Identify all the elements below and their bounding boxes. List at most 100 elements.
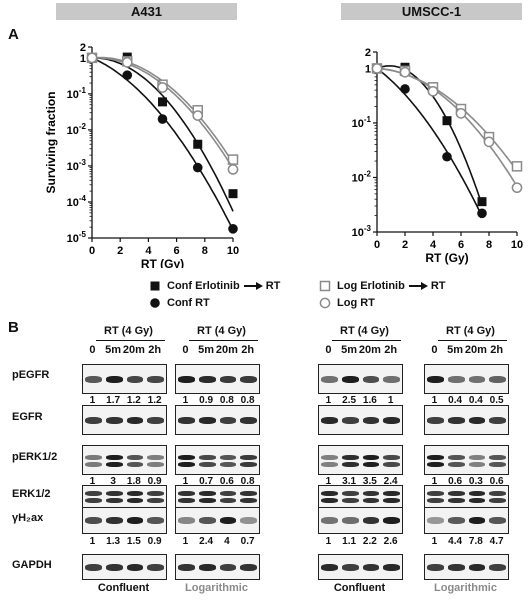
band: [362, 454, 380, 460]
time-point-label: 2h: [490, 344, 504, 356]
quantification-value: 1.2: [147, 395, 162, 406]
quantification-value: 0.9: [199, 395, 214, 406]
band: [105, 461, 123, 467]
data-point: [157, 82, 168, 93]
blot-row-label-h2ax: γH₂ax: [12, 512, 44, 524]
quantification-value: 0.9: [147, 476, 162, 487]
time-point-label: 0: [431, 344, 438, 356]
blot-row-label-egfr: EGFR: [12, 411, 43, 423]
survival-chart-umscc1: 2 1 10-1 10-2 10-30 2 4 6 8 10 RT (Gy): [352, 47, 524, 265]
quantification-value: 2.4: [199, 536, 214, 547]
band: [219, 563, 237, 571]
fit-curve: [91, 56, 234, 164]
band: [85, 454, 102, 460]
blot-strip-gapdh: [424, 554, 509, 580]
data-point: [477, 208, 487, 219]
band: [85, 491, 102, 496]
band: [489, 517, 506, 524]
y-tick-label: 10-5: [67, 230, 87, 245]
blot-strip-perk1-2: [82, 445, 167, 475]
y-tick-label: 10-3: [352, 224, 372, 239]
quantification-value: 0.6: [448, 476, 463, 487]
blot-strip-h2ax: [424, 507, 509, 534]
band: [219, 375, 237, 383]
band: [85, 517, 102, 524]
quantification-value: 3.5: [362, 476, 377, 487]
treatment-bracket-line: [189, 340, 258, 341]
band: [147, 454, 164, 460]
quantification-value: 1: [89, 536, 96, 547]
band: [489, 491, 506, 496]
time-point-label: 2h: [241, 344, 255, 356]
band: [321, 454, 338, 460]
band: [240, 416, 257, 424]
band: [362, 416, 380, 424]
band: [240, 563, 257, 571]
time-point-label: 2h: [148, 344, 162, 356]
band: [489, 498, 506, 503]
band: [105, 454, 123, 460]
time-point-label: 0: [325, 344, 332, 356]
fit-curve: [376, 67, 483, 217]
band: [219, 498, 237, 503]
band: [341, 461, 359, 467]
y-tick-label: 10-4: [67, 194, 87, 209]
quantification-value: 2.5: [342, 395, 357, 406]
data-point: [442, 116, 452, 126]
time-point-label: 5m: [447, 344, 464, 356]
band: [126, 454, 144, 460]
quantification-value: 1: [431, 536, 438, 547]
time-point-label: 20m: [464, 344, 487, 356]
band: [362, 491, 380, 496]
quantification-value: 0.5: [489, 395, 504, 406]
band: [85, 461, 102, 467]
band: [321, 563, 338, 571]
band: [178, 416, 195, 424]
blot-row-label-perk1-2: pERK1/2: [12, 451, 58, 463]
treatment-header: RT (4 Gy): [446, 325, 495, 337]
band: [198, 454, 216, 460]
legend-label: Conf Erlotinib: [167, 279, 240, 292]
quantification-value: 0.4: [468, 395, 483, 406]
quantification-value: 1.6: [362, 395, 377, 406]
time-point-label: 0: [182, 344, 189, 356]
x-tick-label: 6: [174, 245, 180, 257]
band: [341, 517, 359, 524]
band: [362, 375, 380, 383]
band: [147, 563, 164, 571]
band: [341, 454, 359, 460]
data-point: [455, 107, 467, 119]
band: [126, 498, 144, 503]
quantification-value: 1: [431, 395, 438, 406]
band: [105, 563, 123, 571]
y-tick-label: 10-1: [352, 115, 372, 130]
band: [126, 461, 144, 467]
band: [383, 491, 400, 496]
time-point-label: 20m: [122, 344, 145, 356]
data-point: [121, 56, 133, 68]
band: [427, 416, 444, 424]
band: [240, 375, 257, 383]
blot-strip-pegfr: [424, 364, 509, 394]
band: [240, 491, 257, 496]
band: [362, 563, 380, 571]
quantification-value: 0.3: [468, 476, 483, 487]
band: [147, 517, 164, 524]
band: [341, 563, 359, 571]
quantification-value: 3: [110, 476, 116, 487]
band: [85, 498, 102, 503]
quantification-value: 2.2: [362, 536, 377, 547]
data-point: [193, 139, 203, 149]
quantification-value: 0.4: [448, 395, 463, 406]
y-axis-label: Surviving fraction: [44, 91, 58, 193]
band: [105, 498, 123, 503]
time-point-label: 5m: [105, 344, 122, 356]
series-log-erlotinib-rt: [86, 52, 239, 165]
band: [178, 461, 195, 467]
x-tick-label: 8: [202, 245, 208, 257]
arrow-right-icon: [408, 282, 428, 290]
band: [468, 454, 486, 460]
quantification-value: 1: [182, 395, 189, 406]
band: [219, 491, 237, 496]
